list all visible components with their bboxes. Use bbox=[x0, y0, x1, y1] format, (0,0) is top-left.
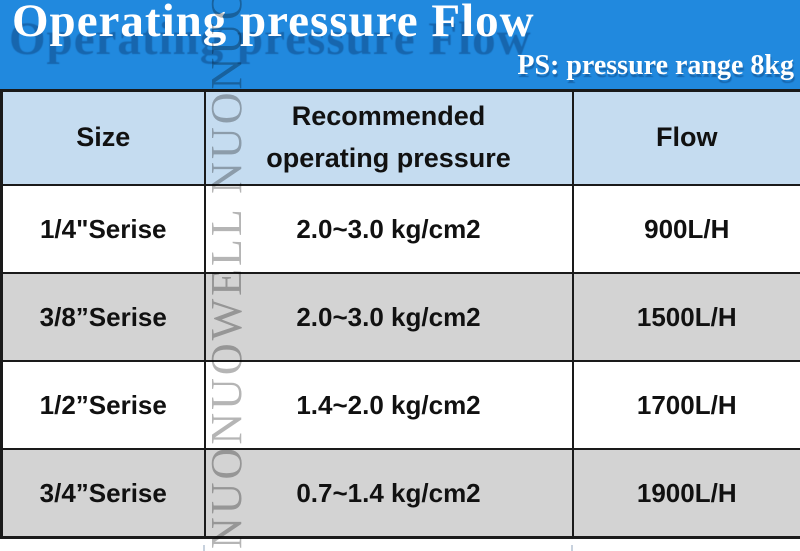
table-row: 3/4”Serise 0.7~1.4 kg/cm2 1900L/H bbox=[0, 448, 800, 539]
col-header-size-label: Size bbox=[76, 122, 131, 153]
pressure-cell: 1.4~2.0 kg/cm2 bbox=[203, 360, 574, 450]
col-header-size: Size bbox=[0, 89, 206, 186]
column-border-stub bbox=[571, 545, 573, 551]
size-cell: 1/4"Serise bbox=[0, 184, 206, 274]
pressure-cell: 0.7~1.4 kg/cm2 bbox=[203, 448, 574, 539]
size-cell: 3/4”Serise bbox=[0, 448, 206, 539]
column-border-stub bbox=[203, 545, 205, 551]
size-cell: 3/8”Serise bbox=[0, 272, 206, 362]
flow-cell: 1500L/H bbox=[571, 272, 800, 362]
flow-cell: 1900L/H bbox=[571, 448, 800, 539]
size-cell: 1/2”Serise bbox=[0, 360, 206, 450]
flow-cell: 1700L/H bbox=[571, 360, 800, 450]
pressure-flow-table: Size Recommended operating pressure Flow… bbox=[0, 89, 800, 539]
banner: Operating pressure Flow PS: pressure ran… bbox=[0, 0, 800, 89]
col-header-flow-label: Flow bbox=[656, 122, 718, 153]
col-header-pressure-label: Recommended operating pressure bbox=[266, 101, 511, 173]
flow-cell: 900L/H bbox=[571, 184, 800, 274]
pressure-cell: 2.0~3.0 kg/cm2 bbox=[203, 272, 574, 362]
table-header-row: Size Recommended operating pressure Flow bbox=[0, 89, 800, 186]
bottom-strip bbox=[0, 545, 800, 551]
pressure-cell: 2.0~3.0 kg/cm2 bbox=[203, 184, 574, 274]
col-header-flow: Flow bbox=[571, 89, 800, 186]
table-row: 1/4"Serise 2.0~3.0 kg/cm2 900L/H bbox=[0, 184, 800, 274]
table-row: 1/2”Serise 1.4~2.0 kg/cm2 1700L/H bbox=[0, 360, 800, 450]
col-header-pressure: Recommended operating pressure bbox=[203, 89, 574, 186]
banner-subtitle: PS: pressure range 8kg bbox=[517, 50, 794, 81]
page-title: Operating pressure Flow bbox=[12, 0, 535, 47]
table-row: 3/8”Serise 2.0~3.0 kg/cm2 1500L/H bbox=[0, 272, 800, 362]
